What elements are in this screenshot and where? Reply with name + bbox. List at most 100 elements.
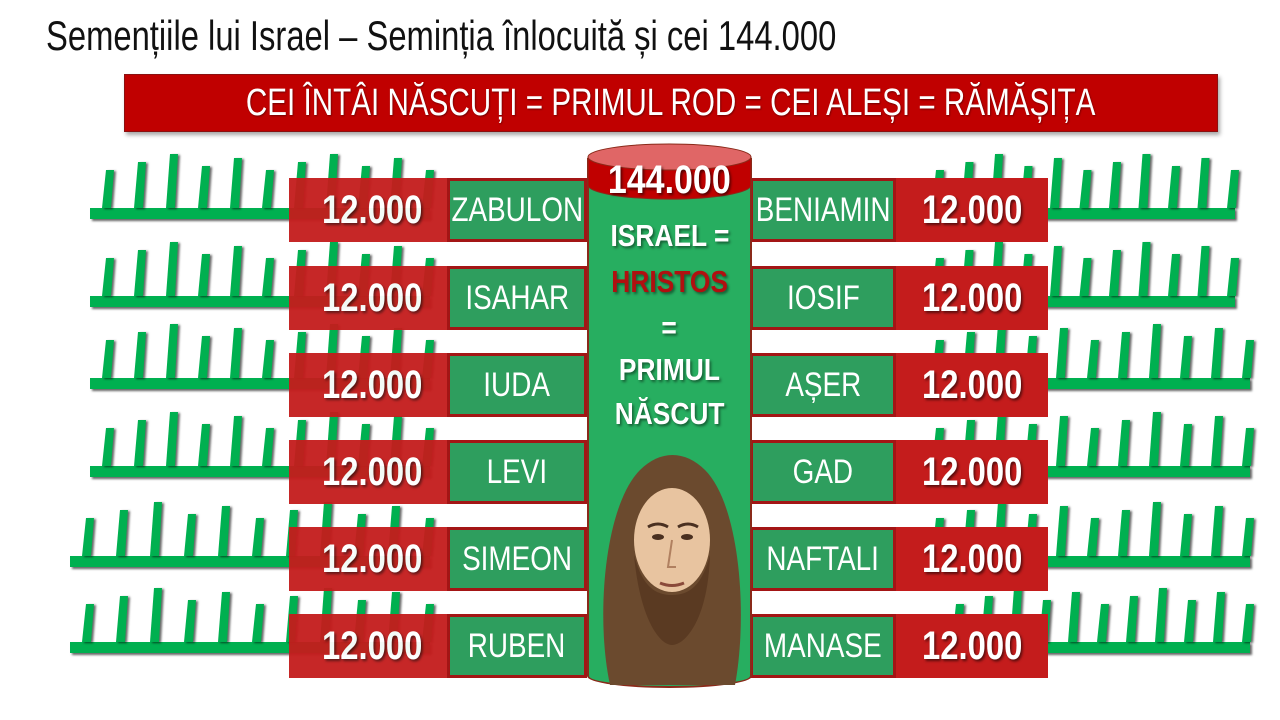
comb-tooth bbox=[230, 328, 242, 378]
tribe-name: RUBEN bbox=[447, 614, 587, 678]
tribe-count: 12.000 bbox=[896, 614, 1048, 678]
tribe-count: 12.000 bbox=[289, 266, 447, 330]
comb-tooth bbox=[1242, 604, 1254, 642]
tribe-name: ZABULON bbox=[447, 178, 587, 242]
tribe-row-right: BENIAMIN 12.000 bbox=[750, 178, 1048, 242]
comb-tooth bbox=[1050, 246, 1062, 296]
comb-tooth bbox=[1087, 518, 1099, 556]
comb-tooth bbox=[262, 170, 274, 208]
comb-tooth bbox=[1056, 416, 1068, 466]
comb-tooth bbox=[82, 604, 94, 642]
comb-tooth bbox=[116, 596, 128, 642]
slide-title: Semențiile lui Israel – Seminția înlocui… bbox=[46, 12, 837, 59]
primul-label: PRIMUL bbox=[618, 352, 720, 387]
comb-tooth bbox=[1168, 166, 1180, 208]
tribe-row-left: 12.000 IUDA bbox=[289, 353, 587, 417]
comb-tooth bbox=[230, 158, 242, 208]
tribe-name: MANASE bbox=[750, 614, 896, 678]
comb-tooth bbox=[1213, 592, 1225, 642]
comb-tooth bbox=[134, 332, 146, 378]
tribe-row-left: 12.000 ZABULON bbox=[289, 178, 587, 242]
tribe-name: IUDA bbox=[447, 353, 587, 417]
comb-tooth bbox=[116, 510, 128, 556]
comb-tooth bbox=[1097, 604, 1109, 642]
comb-tooth bbox=[102, 170, 114, 208]
tribe-name: NAFTALI bbox=[750, 527, 896, 591]
tribe-row-right: NAFTALI 12.000 bbox=[750, 527, 1048, 591]
comb-base bbox=[920, 296, 1235, 307]
tribe-count: 12.000 bbox=[289, 353, 447, 417]
tribe-count: 12.000 bbox=[896, 178, 1048, 242]
comb-tooth bbox=[1068, 592, 1080, 642]
tribe-row-left: 12.000 ISAHAR bbox=[289, 266, 587, 330]
comb-tooth bbox=[262, 340, 274, 378]
comb-tooth bbox=[82, 518, 94, 556]
comb-tooth bbox=[262, 428, 274, 466]
tribe-count: 12.000 bbox=[896, 527, 1048, 591]
comb-tooth bbox=[102, 340, 114, 378]
tribe-count: 12.000 bbox=[289, 614, 447, 678]
comb-tooth bbox=[230, 246, 242, 296]
tribe-count: 12.000 bbox=[896, 266, 1048, 330]
tribe-row-left: 12.000 SIMEON bbox=[289, 527, 587, 591]
comb-tooth bbox=[1149, 412, 1161, 466]
tribe-name: AȘER bbox=[750, 353, 896, 417]
equals-label: = bbox=[661, 310, 678, 345]
christ-portrait bbox=[603, 455, 741, 685]
comb-tooth bbox=[198, 254, 210, 296]
comb-tooth bbox=[198, 336, 210, 378]
comb-tooth bbox=[1087, 428, 1099, 466]
comb-base bbox=[90, 296, 430, 307]
comb-tooth bbox=[1211, 416, 1223, 466]
comb-tooth bbox=[198, 424, 210, 466]
comb-tooth bbox=[1056, 328, 1068, 378]
comb-tooth bbox=[1227, 170, 1239, 208]
comb-tooth bbox=[1138, 242, 1151, 296]
tribe-name: ISAHAR bbox=[447, 266, 587, 330]
comb-tooth bbox=[1050, 158, 1062, 208]
comb-tooth bbox=[1155, 588, 1167, 642]
comb-base bbox=[70, 642, 430, 653]
comb-base bbox=[90, 378, 430, 389]
comb-tooth bbox=[134, 162, 146, 208]
comb-tooth bbox=[166, 324, 178, 378]
tribe-row-left: 12.000 LEVI bbox=[289, 440, 587, 504]
comb-tooth bbox=[134, 250, 146, 296]
tribe-row-right: IOSIF 12.000 bbox=[750, 266, 1048, 330]
comb-base bbox=[940, 642, 1250, 653]
total-count: 144.000 bbox=[608, 158, 731, 202]
comb-tooth bbox=[1118, 420, 1130, 466]
comb-base bbox=[920, 208, 1235, 219]
tribe-name: LEVI bbox=[447, 440, 587, 504]
comb-tooth bbox=[1227, 258, 1239, 296]
comb-tooth bbox=[1118, 332, 1130, 378]
tribe-row-right: MANASE 12.000 bbox=[750, 614, 1048, 678]
comb-tooth bbox=[1109, 250, 1121, 296]
comb-base bbox=[920, 378, 1250, 389]
banner: CEI ÎNTÂI NĂSCUȚI = PRIMUL ROD = CEI ALE… bbox=[124, 74, 1218, 132]
comb-tooth bbox=[1211, 328, 1223, 378]
comb-tooth bbox=[166, 154, 178, 208]
comb-tooth bbox=[218, 506, 230, 556]
banner-text: CEI ÎNTÂI NĂSCUȚI = PRIMUL ROD = CEI ALE… bbox=[246, 81, 1096, 124]
comb-tooth bbox=[1168, 254, 1180, 296]
tribe-name: BENIAMIN bbox=[750, 178, 896, 242]
tribe-count: 12.000 bbox=[289, 178, 447, 242]
comb-tooth bbox=[184, 514, 196, 556]
comb-tooth bbox=[1126, 596, 1138, 642]
tribe-count: 12.000 bbox=[896, 353, 1048, 417]
comb-tooth bbox=[230, 416, 242, 466]
comb-base bbox=[70, 556, 430, 567]
tribe-name: SIMEON bbox=[447, 527, 587, 591]
nascut-label: NĂSCUT bbox=[614, 396, 725, 431]
tribe-row-left: 12.000 RUBEN bbox=[289, 614, 587, 678]
comb-tooth bbox=[1197, 158, 1210, 208]
comb-tooth bbox=[150, 502, 162, 556]
comb-tooth bbox=[1079, 170, 1092, 208]
comb-tooth bbox=[166, 412, 178, 466]
tribe-count: 12.000 bbox=[289, 440, 447, 504]
comb-base bbox=[90, 466, 430, 477]
comb-tooth bbox=[252, 604, 264, 642]
cylinder-top bbox=[587, 143, 752, 200]
comb-tooth bbox=[1180, 514, 1192, 556]
